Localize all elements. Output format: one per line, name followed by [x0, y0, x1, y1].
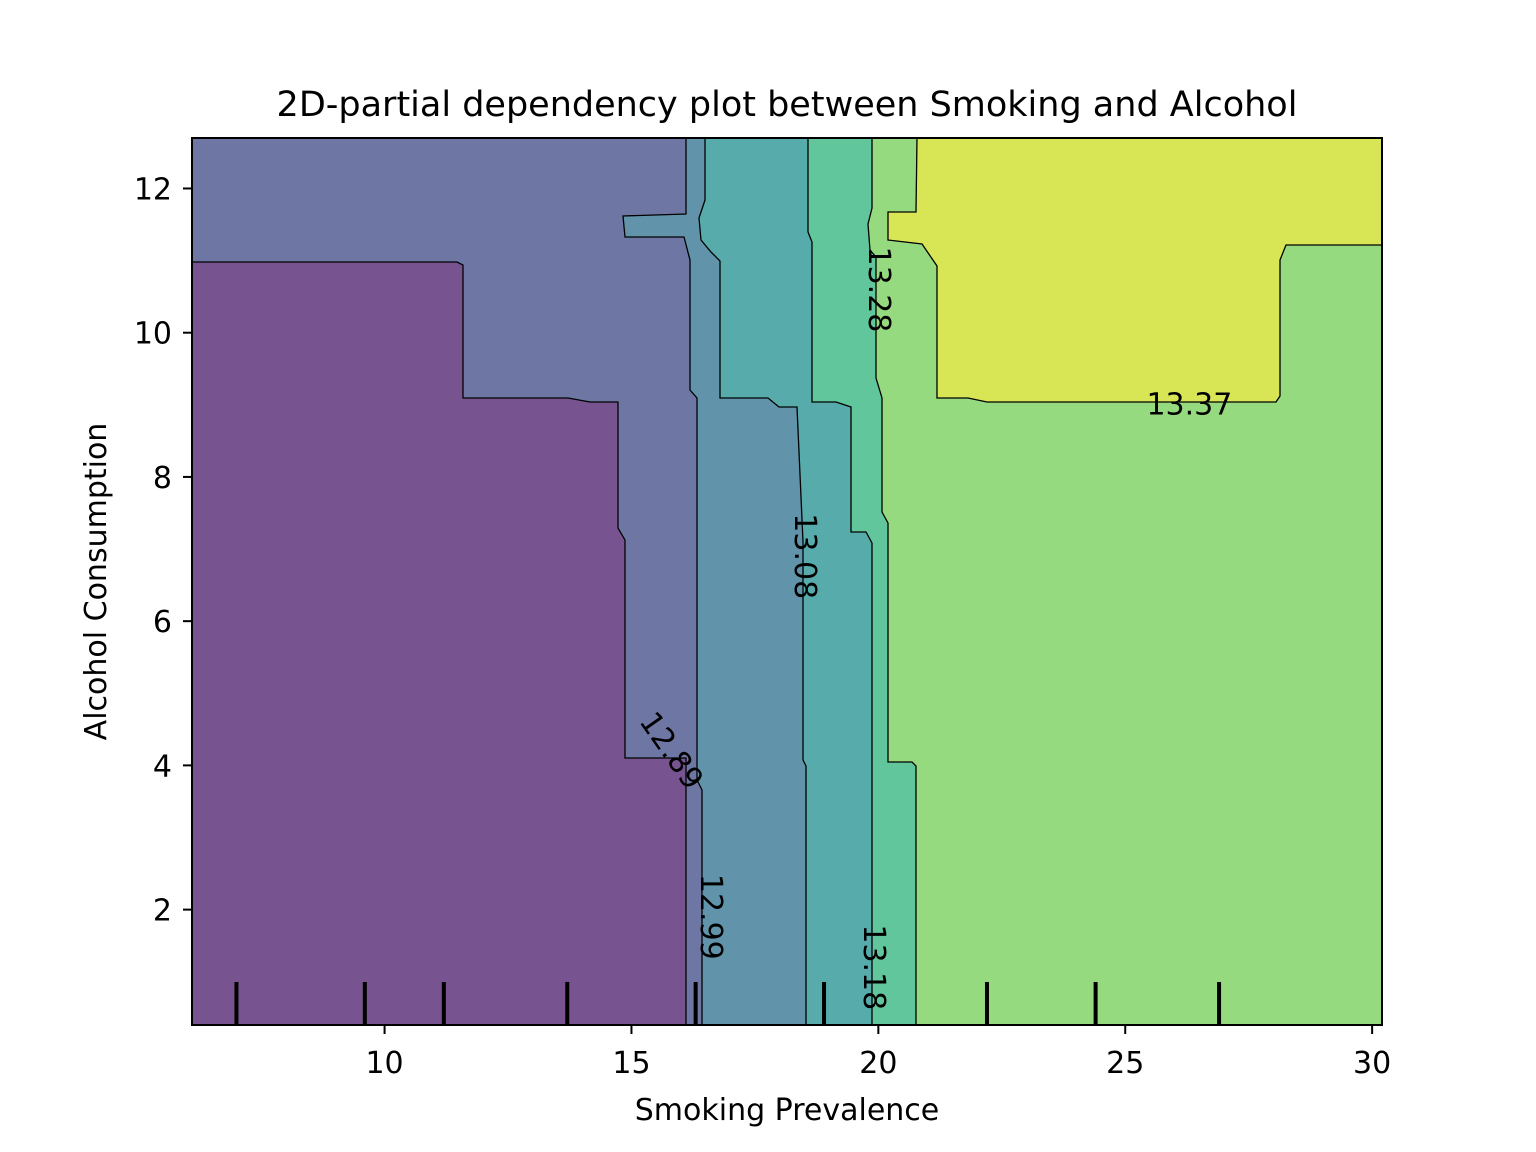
plot-frame	[191, 137, 1383, 1026]
x-tick-label: 10	[365, 1046, 403, 1081]
contour-regions	[191, 137, 1383, 1026]
contour-label: 13.08	[787, 513, 822, 599]
y-axis-ticks: 2 4 6 8 10 12	[134, 172, 192, 929]
y-tick-label: 4	[153, 749, 172, 784]
x-axis-ticks: 10 15 20 25 30	[365, 1025, 1391, 1081]
contour-label: 13.28	[861, 246, 896, 332]
chart-title: 2D-partial dependency plot between Smoki…	[277, 85, 1298, 125]
y-axis-label: Alcohol Consumption	[79, 423, 114, 741]
x-axis-label: Smoking Prevalence	[635, 1093, 940, 1128]
rug-marks	[234, 982, 1222, 1025]
x-tick-label: 20	[859, 1046, 897, 1081]
y-tick-label: 2	[153, 894, 172, 929]
contour-label: 13.37	[1146, 387, 1232, 422]
y-tick-label: 12	[134, 172, 172, 207]
y-tick-label: 6	[153, 605, 172, 640]
contour-region	[887, 137, 1383, 403]
contour-label: 13.18	[856, 924, 891, 1010]
x-tick-label: 15	[612, 1046, 650, 1081]
x-tick-label: 30	[1353, 1046, 1391, 1081]
x-tick-label: 25	[1106, 1046, 1144, 1081]
y-tick-label: 8	[153, 461, 172, 496]
contour-label: 12.99	[693, 874, 728, 960]
y-tick-label: 10	[134, 317, 172, 352]
